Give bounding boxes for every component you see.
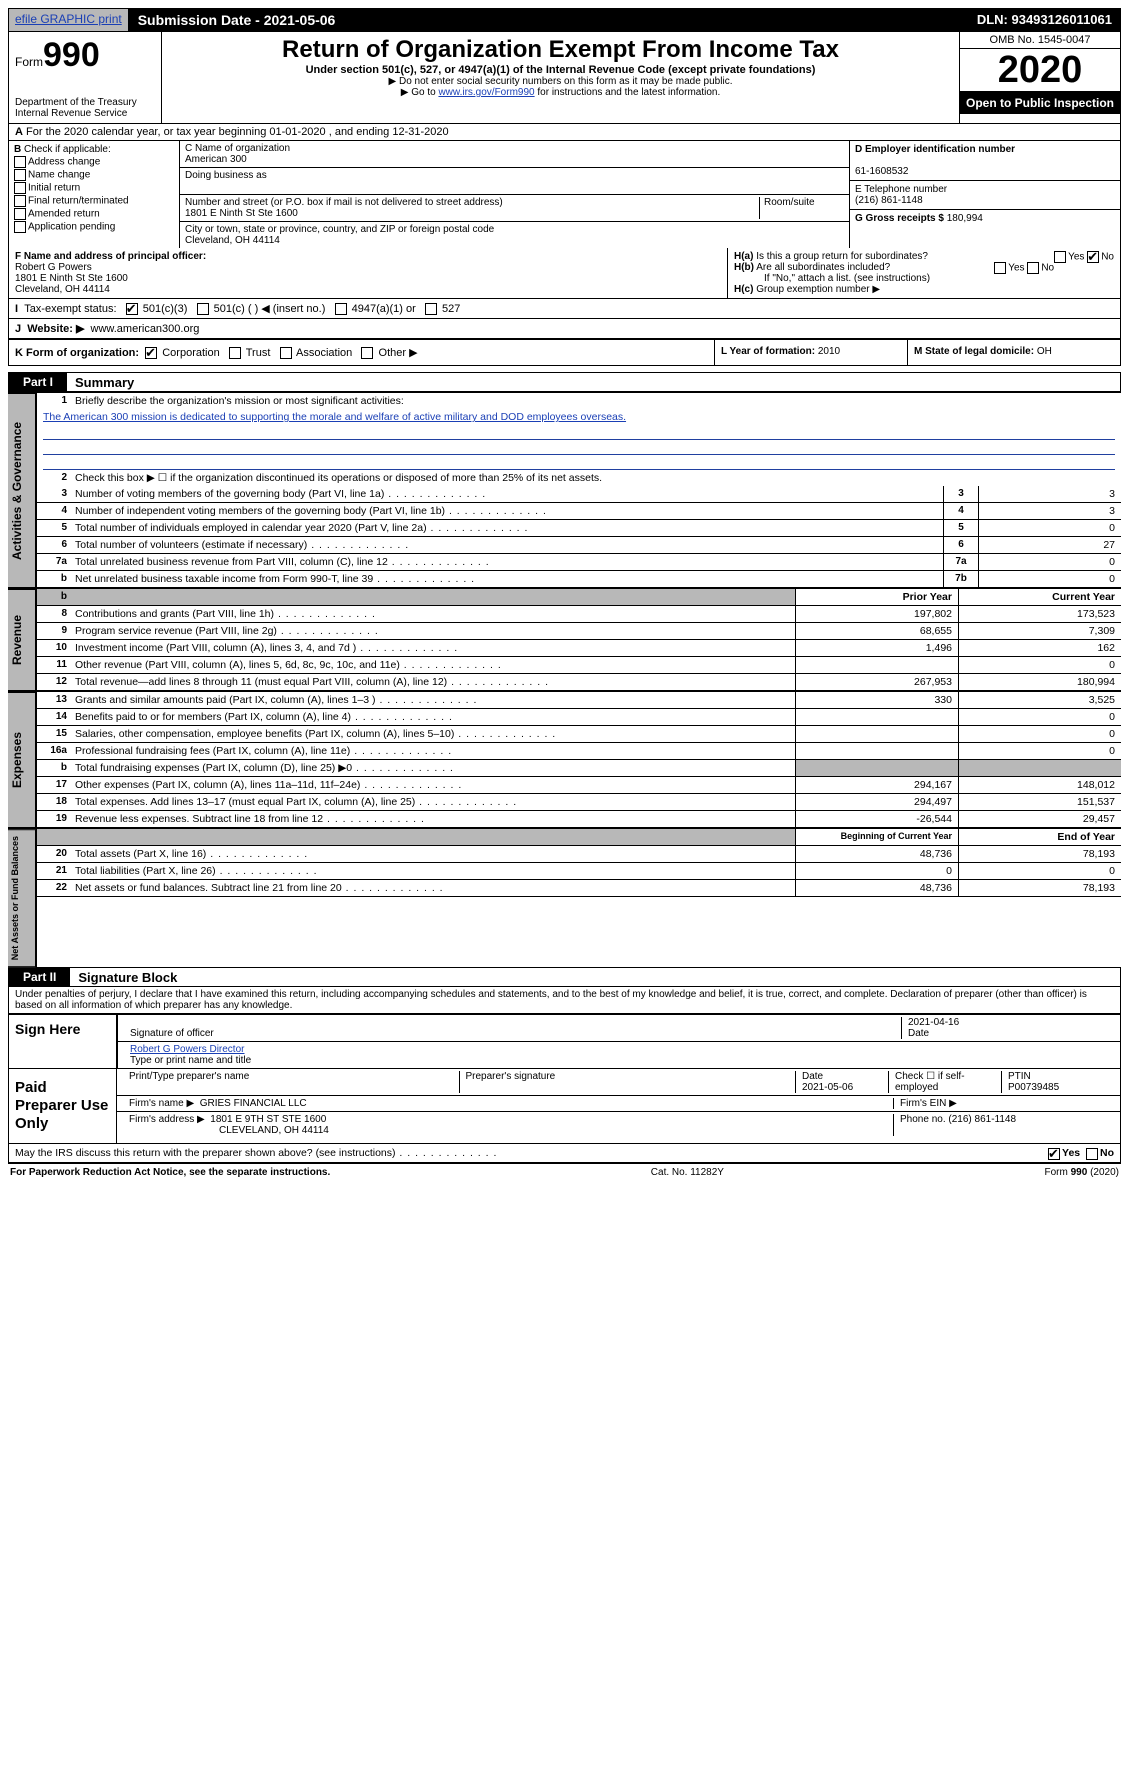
irs-link[interactable]: www.irs.gov/Form990: [438, 87, 534, 98]
declaration: Under penalties of perjury, I declare th…: [8, 987, 1121, 1014]
data-row: 18 Total expenses. Add lines 13–17 (must…: [37, 794, 1121, 811]
sidetab-governance: Activities & Governance: [8, 393, 36, 588]
sign-here-label: Sign Here: [9, 1015, 116, 1068]
gov-row: 4 Number of independent voting members o…: [37, 503, 1121, 520]
col-b: B Check if applicable: Address change Na…: [9, 141, 180, 248]
submission-date: Submission Date - 2021-05-06: [128, 9, 346, 31]
paid-preparer-label: Paid Preparer Use Only: [9, 1069, 116, 1143]
data-row: 17 Other expenses (Part IX, column (A), …: [37, 777, 1121, 794]
block-bcd: B Check if applicable: Address change Na…: [8, 141, 1121, 248]
data-row: 9 Program service revenue (Part VIII, li…: [37, 623, 1121, 640]
dept-label: Department of the Treasury Internal Reve…: [15, 97, 155, 119]
section-netassets: Net Assets or Fund Balances Beginning of…: [8, 828, 1121, 967]
data-row: 22 Net assets or fund balances. Subtract…: [37, 880, 1121, 897]
line-a: A For the 2020 calendar year, or tax yea…: [8, 124, 1121, 141]
mission-text[interactable]: The American 300 mission is dedicated to…: [43, 411, 626, 423]
data-row: 15 Salaries, other compensation, employe…: [37, 726, 1121, 743]
form-note2: ▶ Go to www.irs.gov/Form990 for instruct…: [168, 87, 953, 98]
footer: For Paperwork Reduction Act Notice, see …: [8, 1163, 1121, 1181]
data-row: 14 Benefits paid to or for members (Part…: [37, 709, 1121, 726]
form-note1: ▶ Do not enter social security numbers o…: [168, 76, 953, 87]
col-c: C Name of organizationAmerican 300 Doing…: [180, 141, 849, 248]
sidetab-revenue: Revenue: [8, 589, 36, 691]
signature-block: Sign Here Signature of officer 2021-04-1…: [8, 1014, 1121, 1144]
section-revenue: Revenue b Prior Year Current Year 8 Cont…: [8, 588, 1121, 691]
gov-row: b Net unrelated business taxable income …: [37, 571, 1121, 588]
data-row: 10 Investment income (Part VIII, column …: [37, 640, 1121, 657]
line-i: I Tax-exempt status: 501(c)(3) 501(c) ( …: [8, 299, 1121, 319]
data-row: 20 Total assets (Part X, line 16) 48,736…: [37, 846, 1121, 863]
form-990-label: Form990: [15, 36, 155, 75]
discuss-row: May the IRS discuss this return with the…: [8, 1144, 1121, 1163]
part-ii-header: Part II Signature Block: [8, 967, 1121, 987]
col-d: D Employer identification number61-16085…: [849, 141, 1120, 248]
gov-row: 7a Total unrelated business revenue from…: [37, 554, 1121, 571]
form-title: Return of Organization Exempt From Incom…: [168, 36, 953, 64]
block-fih: F Name and address of principal officer:…: [8, 248, 1121, 299]
data-row: 13 Grants and similar amounts paid (Part…: [37, 692, 1121, 709]
part-i-header: Part I Summary: [8, 372, 1121, 392]
topbar: efile GRAPHIC print Submission Date - 20…: [8, 8, 1121, 32]
gov-row: 6 Total number of volunteers (estimate i…: [37, 537, 1121, 554]
data-row: 19 Revenue less expenses. Subtract line …: [37, 811, 1121, 828]
efile-label[interactable]: efile GRAPHIC print: [9, 9, 128, 31]
block-klm: K Form of organization: Corporation Trus…: [8, 339, 1121, 366]
sidetab-expenses: Expenses: [8, 692, 36, 828]
dln: DLN: 93493126011061: [969, 9, 1120, 31]
data-row: 21 Total liabilities (Part X, line 26) 0…: [37, 863, 1121, 880]
data-row: 8 Contributions and grants (Part VIII, l…: [37, 606, 1121, 623]
section-governance: Activities & Governance 1 Briefly descri…: [8, 392, 1121, 588]
gov-row: 3 Number of voting members of the govern…: [37, 486, 1121, 503]
line-j: J Website: ▶ www.american300.org: [8, 319, 1121, 339]
omb-number: OMB No. 1545-0047: [960, 32, 1120, 49]
data-row: 16a Professional fundraising fees (Part …: [37, 743, 1121, 760]
gov-row: 5 Total number of individuals employed i…: [37, 520, 1121, 537]
tax-year: 2020: [960, 49, 1120, 92]
form-subtitle: Under section 501(c), 527, or 4947(a)(1)…: [168, 64, 953, 76]
officer-name[interactable]: Robert G Powers Director: [130, 1044, 244, 1055]
data-row: 12 Total revenue—add lines 8 through 11 …: [37, 674, 1121, 691]
sidetab-netassets: Net Assets or Fund Balances: [8, 829, 36, 967]
data-row: 11 Other revenue (Part VIII, column (A),…: [37, 657, 1121, 674]
data-row: b Total fundraising expenses (Part IX, c…: [37, 760, 1121, 777]
section-expenses: Expenses 13 Grants and similar amounts p…: [8, 691, 1121, 828]
open-public: Open to Public Inspection: [960, 92, 1120, 114]
form-header: Form990 Department of the Treasury Inter…: [8, 32, 1121, 124]
